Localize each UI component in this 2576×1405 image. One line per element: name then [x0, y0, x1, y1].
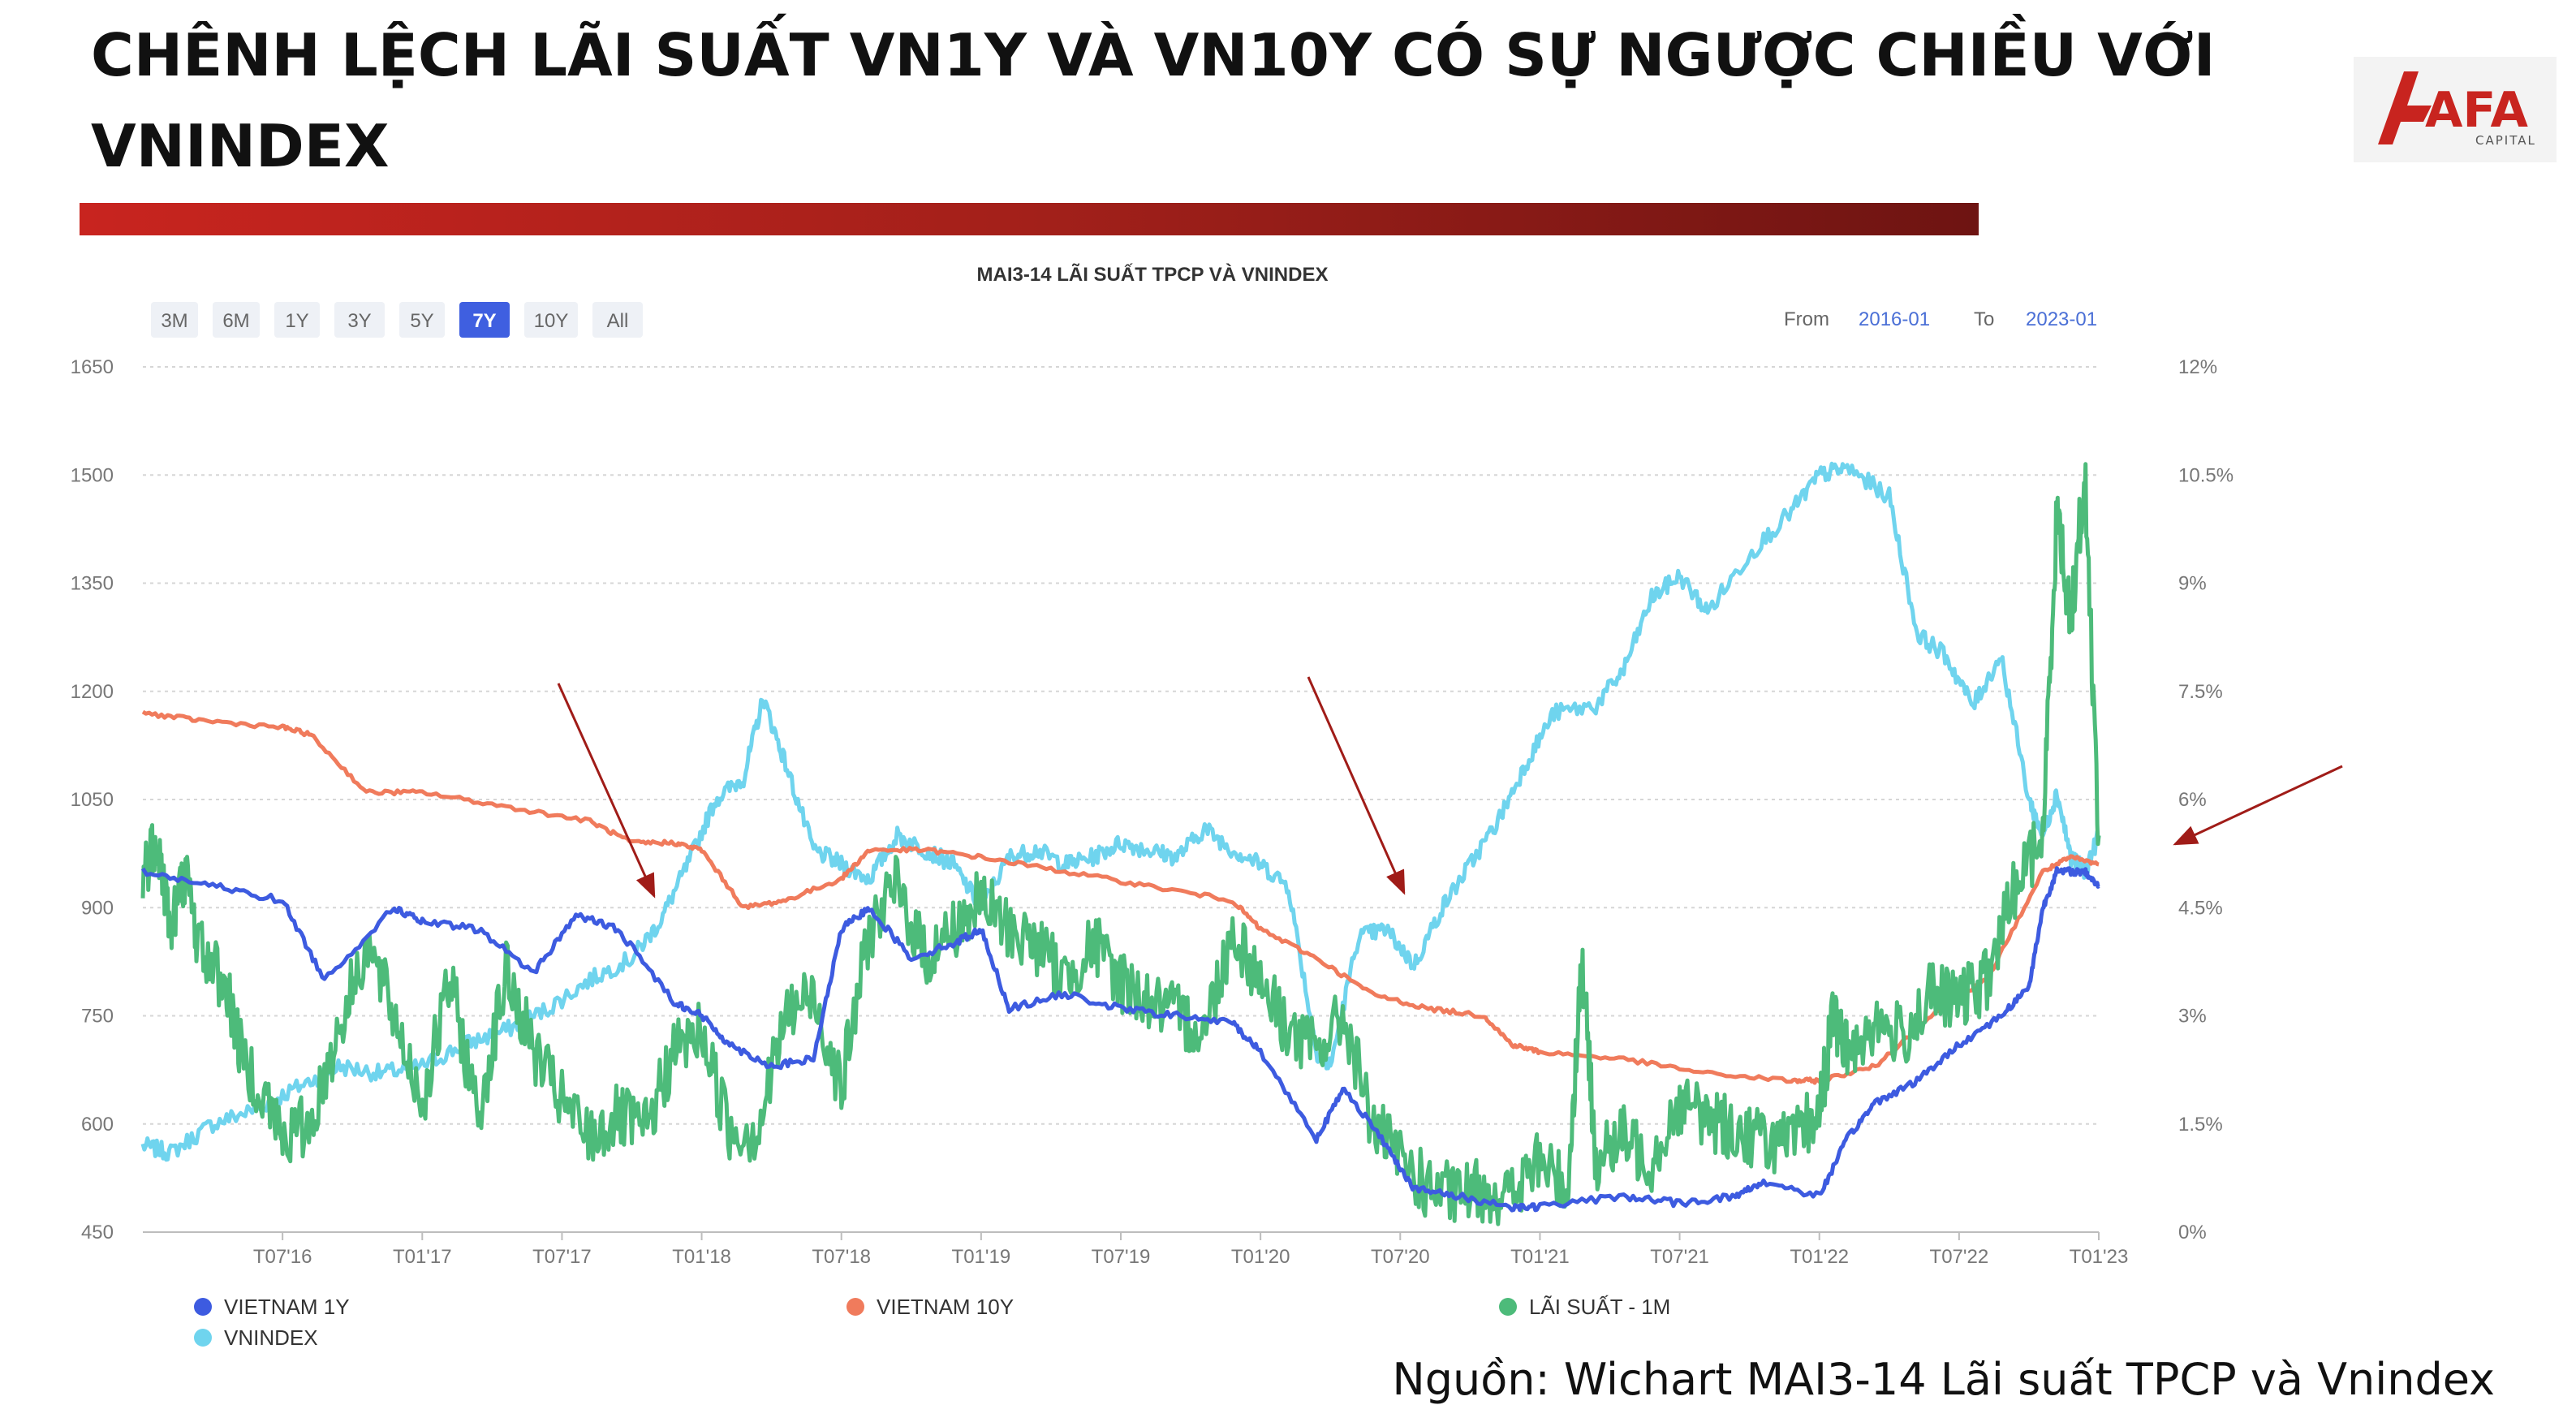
legend-item: VIETNAM 10Y: [846, 1295, 1014, 1319]
annotation-arrow: [2173, 765, 2343, 846]
annotation-arrow: [557, 683, 656, 899]
range-button-bg: [592, 302, 643, 338]
right-axis-tick: 6%: [2178, 789, 2207, 811]
left-axis-tick: 1650: [71, 356, 114, 378]
logo-mark: [2378, 71, 2432, 144]
range-button-label: 3M: [161, 310, 187, 332]
chart-title: MAI3-14 LÃI SUẤT TPCP VÀ VNINDEX: [977, 263, 1329, 286]
source-note: Nguồn: Wichart MAI3-14 Lãi suất TPCP và …: [1392, 1354, 2495, 1405]
from-date-input[interactable]: 2016-01: [1859, 308, 1930, 330]
title-underline-bar: [80, 203, 1979, 235]
slide-title: CHÊNH LỆCH LÃI SUẤT VN1Y VÀ VN10Y CÓ SỰ …: [91, 21, 2216, 180]
range-button-label: 3Y: [347, 310, 371, 332]
x-axis-tick: T01'23: [2070, 1246, 2129, 1268]
range-button-label: All: [607, 310, 629, 332]
x-axis-tick: T01'20: [1231, 1246, 1290, 1268]
range-button-label: 5Y: [410, 310, 433, 332]
left-axis-tick: 600: [81, 1114, 114, 1136]
to-label: To: [1974, 308, 1994, 330]
left-axis-tick: 450: [81, 1222, 114, 1243]
left-axis-tick: 1050: [71, 789, 114, 811]
annotation-arrows: [557, 676, 2343, 899]
from-label: From: [1784, 308, 1829, 330]
x-axis-tick: T01'22: [1790, 1246, 1849, 1268]
right-axis: 0% 1.5% 3% 4.5% 6% 7.5% 9% 10.5% 12%: [2178, 356, 2234, 1243]
x-axis-tick: T07'20: [1371, 1246, 1430, 1268]
range-button-7y[interactable]: 7Y: [459, 302, 510, 338]
right-axis-tick: 10.5%: [2178, 464, 2234, 486]
logo-subtext: CAPITAL: [2475, 133, 2536, 148]
series-line-vietnam-1y: [140, 866, 2100, 1213]
range-button-bg: [151, 302, 198, 338]
range-button-bg: [213, 302, 260, 338]
range-button-all[interactable]: All: [592, 302, 643, 338]
range-button-3y[interactable]: 3Y: [334, 302, 385, 338]
x-axis-tick: T01'18: [672, 1246, 731, 1268]
range-button-3m[interactable]: 3M: [151, 302, 198, 338]
range-button-6m[interactable]: 6M: [213, 302, 260, 338]
legend-item: VIETNAM 1Y: [194, 1295, 350, 1319]
to-date-input[interactable]: 2023-01: [2026, 308, 2097, 330]
x-axis-tick: T07'22: [1930, 1246, 1989, 1268]
legend-label: LÃI SUẤT - 1M: [1529, 1295, 1670, 1319]
left-axis-tick: 1500: [71, 464, 114, 486]
range-button-label: 7Y: [472, 310, 496, 332]
range-selector: 3M 6M 1Y 3Y 5Y 7Y 10Y All: [151, 302, 643, 338]
range-button-label: 6M: [222, 310, 249, 332]
x-axis-tick: T07'17: [532, 1246, 592, 1268]
legend-marker: [846, 1298, 864, 1316]
range-button-bg: [524, 302, 578, 338]
right-axis-tick: 1.5%: [2178, 1114, 2223, 1136]
range-button-label: 1Y: [285, 310, 308, 332]
right-axis-tick: 9%: [2178, 573, 2207, 595]
legend: VIETNAM 1Y VIETNAM 10Y LÃI SUẤT - 1M VNINDE…: [194, 1295, 1670, 1350]
annotation-arrow: [1307, 676, 1406, 895]
legend-marker: [1499, 1298, 1517, 1316]
left-axis-tick: 900: [81, 897, 114, 919]
range-button-10y[interactable]: 10Y: [524, 302, 578, 338]
legend-label: VIETNAM 10Y: [877, 1295, 1014, 1319]
right-axis-tick: 0%: [2178, 1222, 2207, 1243]
left-axis-tick: 1200: [71, 681, 114, 703]
left-axis-tick: 1350: [71, 573, 114, 595]
right-axis-tick: 3%: [2178, 1006, 2207, 1028]
series-line-l-i-su-t-1m: [140, 462, 2101, 1226]
right-axis-tick: 4.5%: [2178, 897, 2223, 919]
left-axis-tick: 750: [81, 1006, 114, 1028]
range-button-bg: [459, 302, 510, 338]
legend-marker: [194, 1329, 212, 1347]
range-button-bg: [334, 302, 385, 338]
company-logo: AFA CAPITAL: [2354, 57, 2557, 162]
logo-background: [2354, 57, 2557, 162]
legend-marker: [194, 1298, 212, 1316]
x-axis-tick: T01'19: [952, 1246, 1011, 1268]
range-button-bg: [399, 302, 445, 338]
x-axis-tick: T07'18: [812, 1246, 871, 1268]
x-axis-tick: T07'19: [1092, 1246, 1151, 1268]
x-axis-tick: T01'17: [393, 1246, 452, 1268]
right-axis-tick: 7.5%: [2178, 681, 2223, 703]
x-axis: T07'16 T01'17 T07'17 T01'18 T07'18 T01'19 T07'…: [253, 1232, 2128, 1268]
legend-label: VNINDEX: [224, 1325, 318, 1350]
legend-label: VIETNAM 1Y: [224, 1295, 350, 1319]
x-axis-tick: T07'21: [1650, 1246, 1709, 1268]
legend-item: LÃI SUẤT - 1M: [1499, 1295, 1670, 1319]
left-axis: 450 600 750 900 1050 1200 1350 1500 1650: [71, 356, 114, 1243]
range-button-label: 10Y: [534, 310, 569, 332]
legend-item: VNINDEX: [194, 1325, 318, 1350]
logo-text: AFA: [2425, 82, 2529, 139]
x-axis-tick: T01'21: [1510, 1246, 1570, 1268]
range-button-5y[interactable]: 5Y: [399, 302, 445, 338]
right-axis-tick: 12%: [2178, 356, 2217, 378]
x-axis-tick: T07'16: [253, 1246, 312, 1268]
series-line-vnindex: [140, 461, 2101, 1162]
range-button-bg: [274, 302, 320, 338]
range-button-1y[interactable]: 1Y: [274, 302, 320, 338]
series-lines: [140, 461, 2101, 1226]
